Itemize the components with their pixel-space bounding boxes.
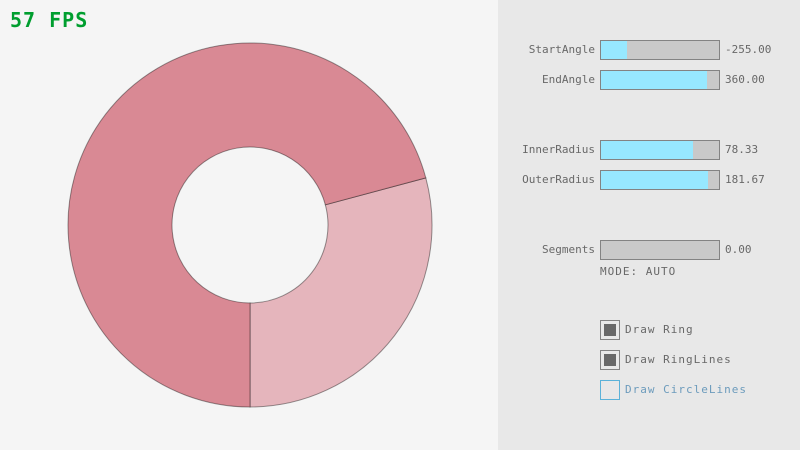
slider-row-startangle: StartAngle -255.00 — [498, 40, 800, 60]
startangle-label: StartAngle — [528, 43, 595, 56]
draw-ringlines-label: Draw RingLines — [625, 353, 732, 366]
single-pass-sector — [249, 177, 433, 408]
segments-value: 0.00 — [725, 243, 752, 256]
endangle-slider[interactable] — [600, 70, 720, 90]
checkmark — [604, 354, 616, 366]
draw-ringlines-checkbox[interactable] — [600, 350, 620, 370]
mode-label: MODE: AUTO — [600, 265, 677, 278]
draw-ring-label: Draw Ring — [625, 323, 694, 336]
segments-label: Segments — [542, 243, 595, 256]
startangle-slider[interactable] — [600, 40, 720, 60]
slider-row-outerradius: OuterRadius 181.67 — [498, 170, 800, 190]
checkbox-row-draw-ring: Draw Ring — [498, 320, 800, 340]
fps-counter: 57 FPS — [10, 8, 89, 32]
draw-ring-checkbox[interactable] — [600, 320, 620, 340]
outerradius-slider[interactable] — [600, 170, 720, 190]
double-pass-sector — [67, 42, 427, 408]
innerradius-slider[interactable] — [600, 140, 720, 160]
outerradius-label: OuterRadius — [522, 173, 595, 186]
innerradius-label: InnerRadius — [522, 143, 595, 156]
endangle-value: 360.00 — [725, 73, 765, 86]
checkmark — [604, 324, 616, 336]
innerradius-slider-fill — [601, 141, 694, 159]
checkbox-row-draw-ringlines: Draw RingLines — [498, 350, 800, 370]
draw-circlelines-checkbox[interactable] — [600, 380, 620, 400]
outerradius-slider-fill — [601, 171, 709, 189]
startangle-slider-fill — [601, 41, 627, 59]
outerradius-value: 181.67 — [725, 173, 765, 186]
slider-row-innerradius: InnerRadius 78.33 — [498, 140, 800, 160]
draw-circlelines-label: Draw CircleLines — [625, 383, 747, 396]
endangle-slider-fill — [601, 71, 708, 89]
endangle-label: EndAngle — [542, 73, 595, 86]
slider-row-endangle: EndAngle 360.00 — [498, 70, 800, 90]
innerradius-value: 78.33 — [725, 143, 759, 156]
startangle-value: -255.00 — [725, 43, 772, 56]
control-panel: StartAngle -255.00 EndAngle 360.00 Inner… — [498, 0, 800, 450]
slider-row-segments: Segments 0.00 — [498, 240, 800, 260]
segments-slider[interactable] — [600, 240, 720, 260]
checkbox-row-draw-circlelines: Draw CircleLines — [498, 380, 800, 400]
